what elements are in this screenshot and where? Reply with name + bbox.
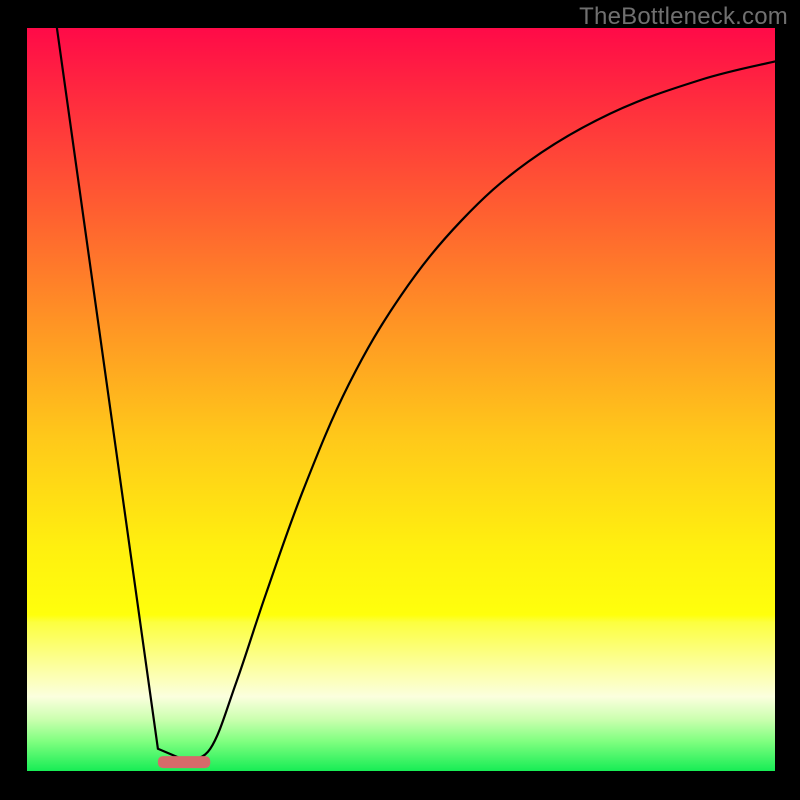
optimal-range-marker xyxy=(158,756,210,768)
watermark-text: TheBottleneck.com xyxy=(579,3,788,31)
chart-background xyxy=(27,28,775,771)
bottleneck-chart xyxy=(0,0,800,800)
